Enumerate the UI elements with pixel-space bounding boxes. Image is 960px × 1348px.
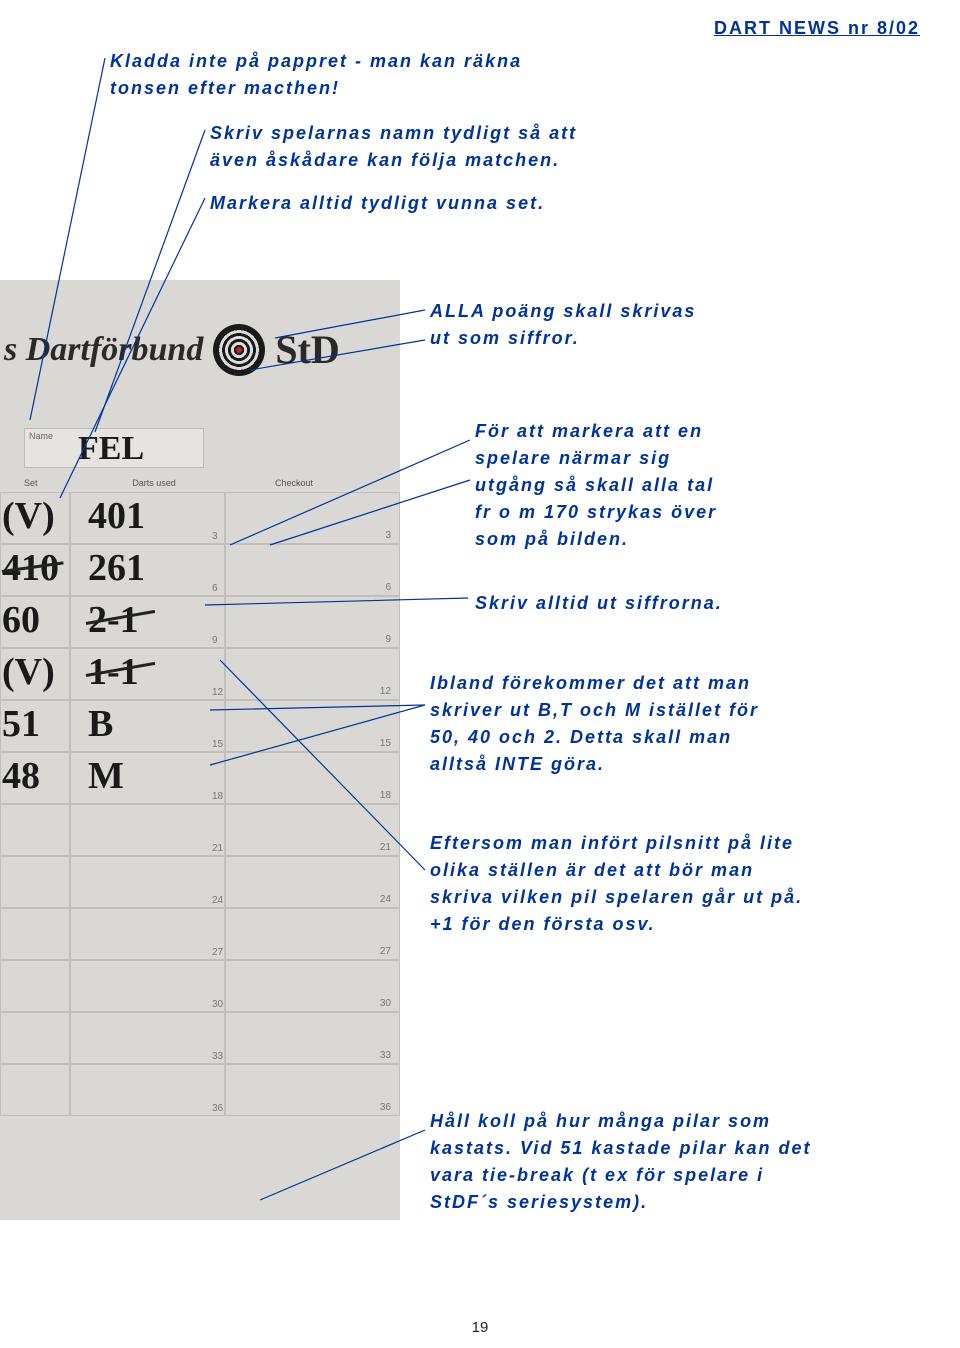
column-labels: Set Darts used Checkout [24, 478, 384, 488]
annotation-alla-poang: ALLA poäng skall skrivasut som siffror. [430, 298, 850, 352]
annotation-siffror: Skriv alltid ut siffrorna. [475, 590, 895, 617]
name-field-label: Name [29, 431, 53, 441]
table-row: 66410261 [0, 544, 400, 596]
table-row: 33(V)401 [0, 492, 400, 544]
annotation-pilsnitt: Eftersom man infört pilsnitt på liteolik… [430, 830, 930, 938]
dartboard-icon [213, 324, 265, 376]
annotation-markera-set: Markera alltid tydligt vunna set. [210, 190, 830, 217]
issue-header: DART NEWS nr 8/02 [714, 18, 920, 39]
brand-text: s Dartförbund [4, 331, 203, 369]
annotation-kladda: Kladda inte på pappret - man kan räknato… [110, 48, 730, 102]
scoreboard-photo: s Dartförbund StD Name FEL Set Darts use… [0, 280, 400, 1220]
table-row: 3030 [0, 960, 400, 1012]
table-row: 1212(V)1-1 [0, 648, 400, 700]
score-rows: 33(V)4016641026199602-11212(V)1-1151551B… [0, 492, 400, 1116]
annotation-tiebreak: Håll koll på hur många pilar somkastats.… [430, 1108, 940, 1216]
page-number: 19 [472, 1319, 489, 1336]
player-name-written: FEL [78, 430, 144, 468]
table-row: 99602-1 [0, 596, 400, 648]
stdf-logo: StD [275, 334, 339, 366]
table-row: 2121 [0, 804, 400, 856]
table-row: 3333 [0, 1012, 400, 1064]
table-row: 2424 [0, 856, 400, 908]
table-row: 151551B [0, 700, 400, 752]
table-row: 2727 [0, 908, 400, 960]
annotation-170: För att markera att enspelare närmar sig… [475, 418, 855, 553]
table-row: 3636 [0, 1064, 400, 1116]
table-row: 181848M [0, 752, 400, 804]
annotation-namn: Skriv spelarnas namn tydligt så attäven … [210, 120, 830, 174]
annotation-btm: Ibland förekommer det att manskriver ut … [430, 670, 930, 778]
